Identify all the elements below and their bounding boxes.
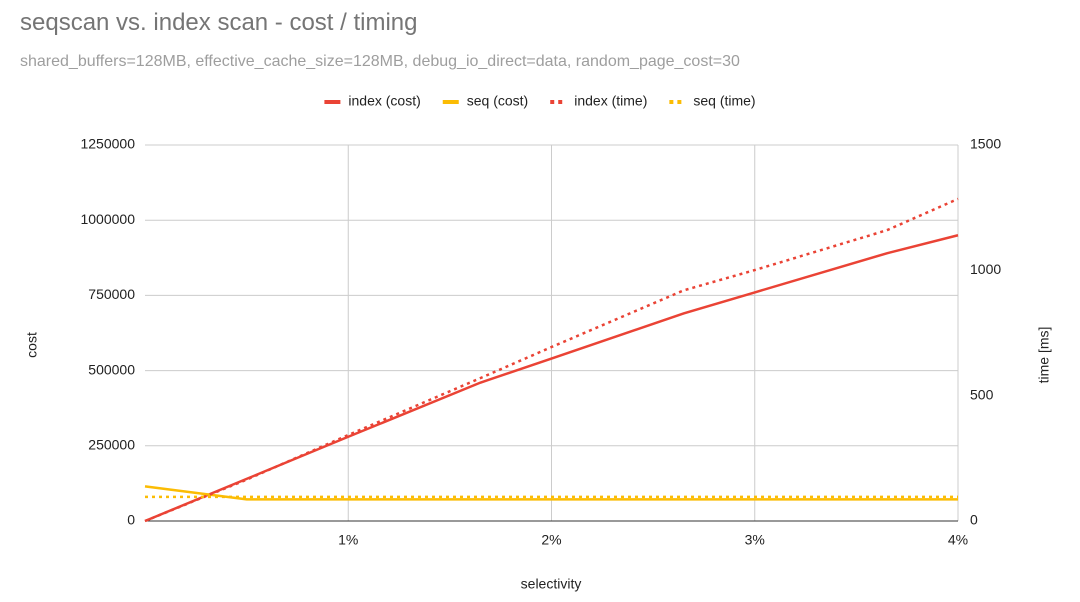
y2-axis-title: time [ms] [1036,327,1052,384]
x-axis-title: selectivity [521,576,582,592]
y-tick-label: 500000 [88,361,135,377]
y-tick-label: 250000 [88,437,135,453]
y2-tick-label: 1500 [970,136,1001,152]
series-line [144,197,959,523]
x-tick-label: 4% [948,532,968,548]
y-axis-title: cost [24,332,40,358]
x-tick-label: 3% [745,532,765,548]
chart-subtitle: shared_buffers=128MB, effective_cache_si… [20,53,740,70]
chart-title: seqscan vs. index scan - cost / timing [20,9,418,36]
y2-tick-label: 0 [970,512,978,528]
y-tick-label: 0 [127,512,135,528]
legend-label: index (time) [574,93,647,109]
legend-label: seq (time) [693,93,755,109]
y2-tick-label: 500 [970,386,994,402]
series-line [144,485,958,501]
series-line [144,234,959,523]
x-tick-label: 2% [541,532,561,548]
y-tick-label: 1000000 [80,211,135,227]
legend-label: seq (cost) [467,93,528,109]
legend-label: index (cost) [348,93,420,109]
y2-tick-label: 1000 [970,261,1001,277]
y-tick-label: 750000 [88,286,135,302]
x-tick-label: 1% [338,532,358,548]
y-tick-label: 1250000 [80,136,135,152]
